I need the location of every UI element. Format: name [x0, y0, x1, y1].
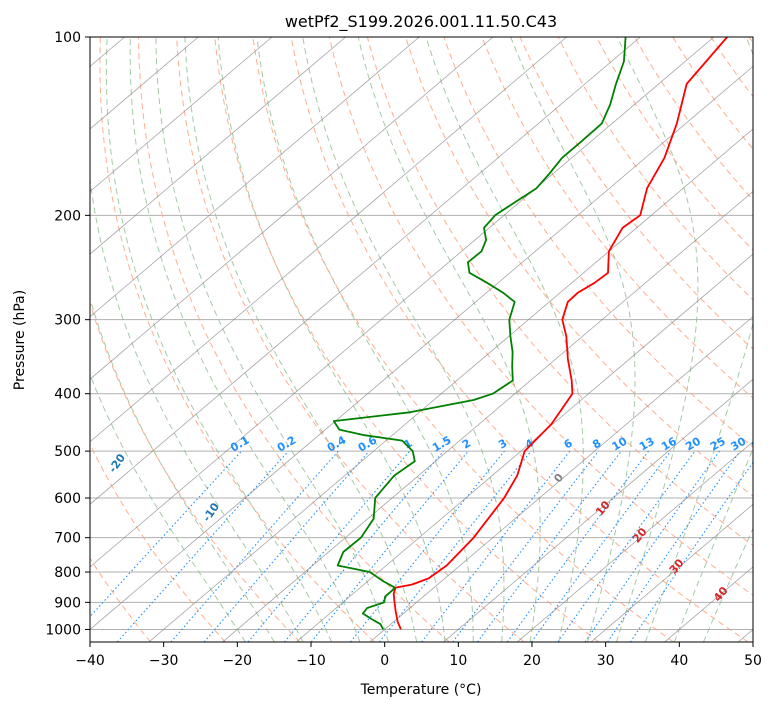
- plot-frame: [89, 36, 754, 643]
- dry-adiabat-line: [405, 37, 753, 497]
- moist-adiabat-line: [184, 37, 418, 642]
- y-axis-label: Pressure (hPa): [12, 290, 28, 390]
- dry-adiabat-line: [90, 557, 151, 642]
- x-tick-label: 10: [449, 653, 467, 669]
- x-tick-label: 40: [670, 653, 688, 669]
- y-tick-label: 400: [54, 387, 81, 403]
- x-tick-label: 30: [597, 653, 615, 669]
- moist-adiabats: [90, 37, 753, 642]
- isotherm-line: [443, 378, 753, 642]
- moist-adiabat-line: [105, 37, 333, 642]
- dry-adiabat-line: [443, 37, 753, 448]
- y-tick-label: 100: [54, 30, 81, 46]
- dry-adiabat-line: [90, 443, 226, 642]
- y-tick-label: 300: [54, 313, 81, 329]
- isotherm-line: [90, 37, 715, 568]
- x-axis: −40 −30 −20 −10 0 10 20 30 40 50: [75, 642, 762, 669]
- moist-adiabat-line: [510, 37, 636, 642]
- moist-adiabat-line: [129, 37, 361, 642]
- mixing-ratio-lines: [90, 450, 753, 642]
- y-tick-label: 200: [54, 208, 81, 224]
- isotherm-line: [90, 37, 494, 380]
- profile-series: [332, 37, 728, 630]
- moist-adiabat-line: [703, 527, 753, 642]
- dry-adiabat-line: [328, 37, 753, 596]
- mixing-ratio-line: [310, 450, 469, 642]
- skewed-isotherms: [90, 37, 753, 642]
- x-tick-label: −10: [296, 653, 326, 669]
- mixing-ratio-line: [284, 450, 445, 642]
- chart-title: wetPf2_S199.2026.001.11.50.C43: [285, 12, 557, 32]
- isotherm-line: [148, 128, 753, 642]
- mixing-ratio-line: [629, 461, 753, 642]
- moist-adiabat-line: [256, 37, 474, 642]
- isotherm-line: [90, 37, 641, 505]
- isotherm-line: [90, 37, 273, 193]
- moist-adiabat-line: [615, 37, 699, 642]
- isotherm-line: [90, 37, 567, 443]
- pressure-gridlines: [90, 37, 753, 630]
- y-tick-label: 800: [54, 565, 81, 581]
- mixing-ratio-line: [170, 450, 339, 642]
- moist-adiabat-line: [357, 37, 541, 642]
- moist-adiabat-line: [302, 37, 505, 642]
- mixing-ratio-line: [247, 450, 411, 642]
- y-tick-label: 500: [54, 444, 81, 460]
- isotherm-line: [90, 37, 346, 255]
- x-tick-label: −30: [149, 653, 179, 669]
- mixing-ratio-line: [584, 450, 721, 642]
- moist-adiabat-line: [90, 175, 304, 642]
- x-tick-label: −20: [223, 653, 253, 669]
- isotherm-line: [90, 65, 753, 630]
- moist-adiabat-line: [90, 296, 275, 642]
- plot-area: 0.10.20.40.611.52346810131620253036-100-…: [90, 37, 769, 642]
- dry-adiabat-line: [214, 37, 600, 642]
- isotherm-line: [590, 503, 753, 642]
- mixing-ratio-line: [378, 450, 532, 642]
- mixing-ratio-line: [350, 450, 505, 642]
- isotherm-line: [222, 190, 753, 642]
- x-axis-label: Temperature (°C): [360, 682, 482, 698]
- mixing-ratio-label: 36: [749, 434, 769, 453]
- moist-adiabat-line: [90, 373, 246, 642]
- isotherm-line: [369, 316, 753, 642]
- y-axis: 100 200 300 400 500 600 700 800 900 1000: [45, 30, 90, 638]
- x-tick-label: 0: [380, 653, 389, 669]
- mixing-ratio-line: [531, 450, 672, 642]
- x-tick-label: 50: [744, 653, 762, 669]
- dry-adiabat-line: [176, 37, 525, 642]
- x-tick-label: 20: [523, 653, 541, 669]
- y-tick-label: 900: [54, 595, 81, 611]
- isotherm-line: [516, 441, 753, 642]
- dewpoint-line: [332, 37, 627, 630]
- moist-adiabat-line: [217, 37, 446, 642]
- x-tick-label: −40: [75, 653, 105, 669]
- dry-adiabat-line: [290, 37, 749, 642]
- dry-adiabat-line: [252, 37, 674, 642]
- y-tick-label: 600: [54, 491, 81, 507]
- isotherm-line: [295, 253, 753, 642]
- moist-adiabat-line: [644, 37, 753, 642]
- mixing-ratio-line: [506, 450, 650, 642]
- mixing-ratio-line: [557, 450, 696, 642]
- moist-adiabat-line: [673, 447, 753, 642]
- mixing-ratio-line: [452, 450, 599, 642]
- moist-adiabat-line: [155, 37, 389, 642]
- mixing-ratio-line: [116, 450, 289, 642]
- moist-adiabat-line: [425, 37, 584, 642]
- y-tick-label: 700: [54, 531, 81, 547]
- y-tick-label: 1000: [45, 622, 81, 638]
- dry-adiabat-line: [138, 37, 450, 642]
- isotherm-line: [90, 37, 420, 318]
- mixing-ratio-line: [607, 450, 741, 642]
